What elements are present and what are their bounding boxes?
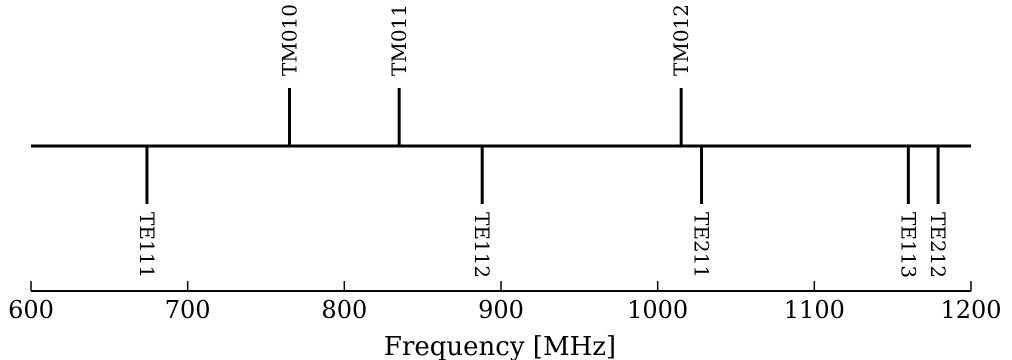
x-tick-label-1200: 1200 <box>940 296 1001 324</box>
x-tick-label-1000: 1000 <box>627 296 688 324</box>
mode-label-te111: TE111 <box>135 212 159 278</box>
x-tick-label-900: 900 <box>478 296 524 324</box>
mode-label-te112: TE112 <box>470 212 494 278</box>
mode-label-te113: TE113 <box>896 212 920 278</box>
x-axis-title: Frequency [MHz] <box>384 332 616 360</box>
mode-label-tm011: TM011 <box>387 4 411 76</box>
mode-label-tm010: TM010 <box>278 4 302 76</box>
x-tick-label-1100: 1100 <box>784 296 845 324</box>
x-tick-label-800: 800 <box>321 296 367 324</box>
x-tick-label-600: 600 <box>8 296 54 324</box>
mode-label-tm012: TM012 <box>669 4 693 76</box>
mode-label-te211: TE211 <box>690 212 714 278</box>
x-axis-group: 600 700 800 900 1000 1100 1200 <box>8 281 1002 324</box>
mode-label-te212: TE212 <box>926 212 950 278</box>
x-tick-label-700: 700 <box>165 296 211 324</box>
mode-markers-group: TM010 TM011 TM012 TE111 TE112 TE211 TE113 TE212 <box>135 4 950 278</box>
